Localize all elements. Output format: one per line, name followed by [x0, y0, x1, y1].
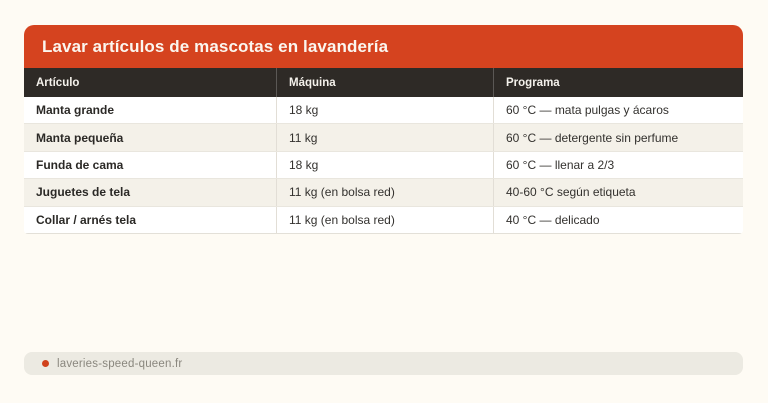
laundry-info-card: Lavar artículos de mascotas en lavanderí… — [24, 25, 743, 234]
cell-articulo: Funda de cama — [36, 157, 124, 172]
cell-articulo: Manta grande — [36, 103, 115, 118]
cell-articulo: Manta pequeña — [36, 130, 124, 145]
card-title-bar: Lavar artículos de mascotas en lavanderí… — [24, 25, 743, 68]
cell-programa: 60 °C — llenar a 2/3 — [493, 151, 743, 179]
column-header-maquina: Máquina — [276, 68, 493, 97]
column-header-programa: Programa — [493, 68, 743, 97]
cell-programa: 60 °C — mata pulgas y ácaros — [493, 97, 743, 124]
cell-articulo: Juguetes de tela — [36, 185, 131, 200]
table-row: Juguetes de tela 11 kg (en bolsa red) 40… — [24, 179, 743, 207]
cell-programa: 60 °C — detergente sin perfume — [493, 124, 743, 151]
table-row: Manta pequeña 11 kg 60 °C — detergente s… — [24, 124, 743, 152]
source-pill[interactable]: laveries-speed-queen.fr — [24, 352, 743, 375]
table-row: Funda de cama 18 kg 60 °C — llenar a 2/3 — [24, 151, 743, 180]
table-row: Manta grande 18 kg 60 °C — mata pulgas y… — [24, 97, 743, 125]
source-link-label: laveries-speed-queen.fr — [57, 357, 183, 370]
table-header-row: Artículo Máquina Programa — [24, 68, 743, 97]
page-title: Lavar artículos de mascotas en lavanderí… — [42, 36, 389, 56]
cell-maquina: 11 kg (en bolsa red) — [276, 179, 493, 206]
table-row: Collar / arnés tela 11 kg (en bolsa red)… — [24, 206, 743, 234]
cell-articulo: Collar / arnés tela — [36, 212, 137, 227]
cell-maquina: 18 kg — [276, 151, 493, 179]
source-dot-icon — [42, 360, 49, 367]
cell-maquina: 11 kg — [276, 124, 493, 151]
column-header-articulo: Artículo — [36, 76, 80, 89]
cell-maquina: 11 kg (en bolsa red) — [276, 206, 493, 233]
cell-programa: 40-60 °C según etiqueta — [493, 179, 743, 206]
cell-maquina: 18 kg — [276, 97, 493, 124]
cell-programa: 40 °C — delicado — [493, 206, 743, 233]
